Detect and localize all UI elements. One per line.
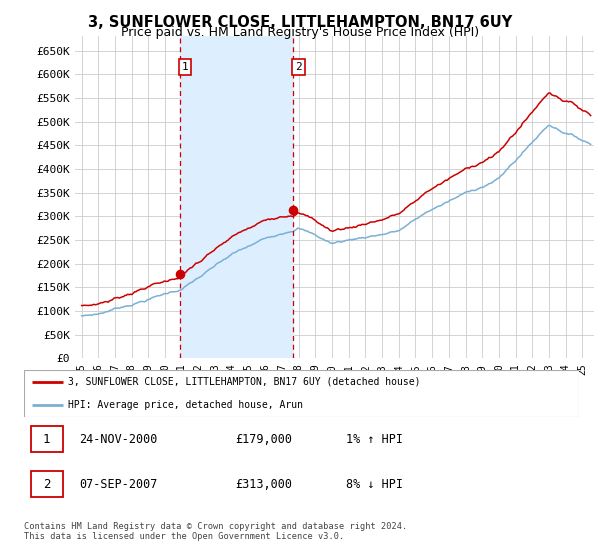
Text: 3, SUNFLOWER CLOSE, LITTLEHAMPTON, BN17 6UY (detached house): 3, SUNFLOWER CLOSE, LITTLEHAMPTON, BN17 … xyxy=(68,377,421,387)
Text: 1: 1 xyxy=(43,432,50,446)
FancyBboxPatch shape xyxy=(31,471,63,497)
Text: 8% ↓ HPI: 8% ↓ HPI xyxy=(346,478,403,491)
Text: HPI: Average price, detached house, Arun: HPI: Average price, detached house, Arun xyxy=(68,400,304,410)
Bar xyxy=(180,36,293,358)
Text: 1% ↑ HPI: 1% ↑ HPI xyxy=(346,432,403,446)
Text: £179,000: £179,000 xyxy=(235,432,292,446)
Text: 2: 2 xyxy=(43,478,50,491)
Text: Price paid vs. HM Land Registry's House Price Index (HPI): Price paid vs. HM Land Registry's House … xyxy=(121,26,479,39)
Text: Contains HM Land Registry data © Crown copyright and database right 2024.
This d: Contains HM Land Registry data © Crown c… xyxy=(24,522,407,542)
FancyBboxPatch shape xyxy=(31,426,63,452)
Point xyxy=(175,269,185,278)
Point xyxy=(289,206,298,214)
Text: 2: 2 xyxy=(295,62,302,72)
Text: 1: 1 xyxy=(182,62,188,72)
Text: 07-SEP-2007: 07-SEP-2007 xyxy=(79,478,158,491)
FancyBboxPatch shape xyxy=(24,370,579,417)
Text: 3, SUNFLOWER CLOSE, LITTLEHAMPTON, BN17 6UY: 3, SUNFLOWER CLOSE, LITTLEHAMPTON, BN17 … xyxy=(88,15,512,30)
Text: £313,000: £313,000 xyxy=(235,478,292,491)
Text: 24-NOV-2000: 24-NOV-2000 xyxy=(79,432,158,446)
